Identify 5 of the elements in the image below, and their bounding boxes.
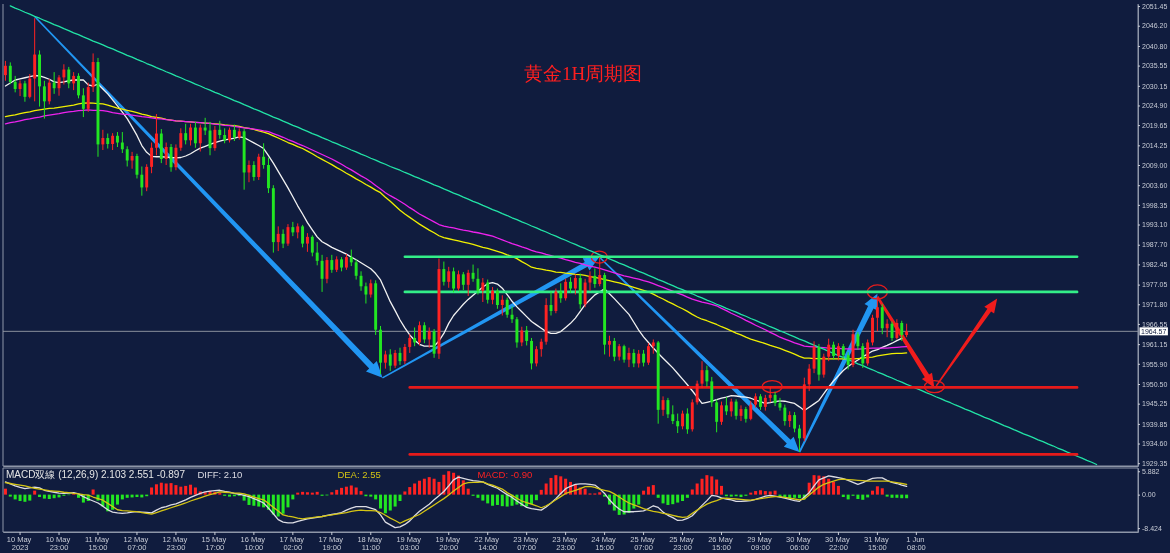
text: 黄金1H周期图: [523, 63, 643, 84]
series-label: DIFF: 2.10: [197, 469, 243, 480]
text: DEA: 2.55: [337, 469, 381, 480]
chart-title: MACD双線 (12,26,9) 2.103 2.551 -0.897: [6, 469, 186, 480]
series-label: MACD: -0.90: [477, 469, 533, 480]
